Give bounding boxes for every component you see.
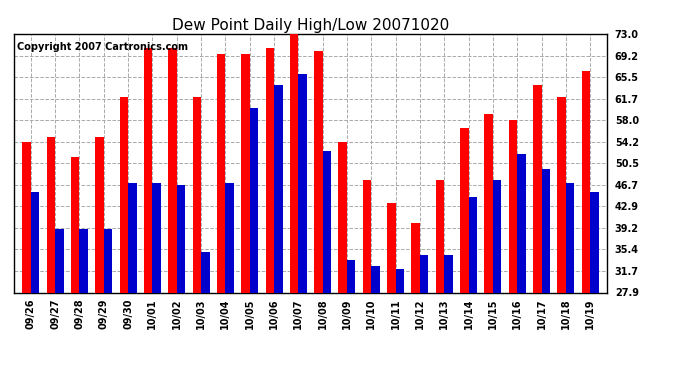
Bar: [128, 183, 137, 292]
Bar: [323, 152, 331, 292]
Bar: [493, 180, 502, 292]
Bar: [460, 128, 469, 292]
Bar: [484, 114, 493, 292]
Bar: [518, 154, 526, 292]
Bar: [119, 97, 128, 292]
Bar: [542, 169, 550, 292]
Bar: [363, 180, 371, 292]
Bar: [566, 183, 574, 292]
Bar: [420, 255, 428, 292]
Bar: [558, 97, 566, 292]
Bar: [201, 252, 210, 292]
Bar: [371, 266, 380, 292]
Bar: [582, 71, 590, 292]
Bar: [95, 137, 104, 292]
Bar: [347, 260, 355, 292]
Bar: [590, 192, 599, 292]
Bar: [193, 97, 201, 292]
Bar: [47, 137, 55, 292]
Bar: [177, 184, 185, 292]
Bar: [290, 34, 298, 292]
Bar: [31, 192, 39, 292]
Bar: [266, 48, 274, 292]
Bar: [387, 203, 395, 292]
Bar: [79, 229, 88, 292]
Bar: [444, 255, 453, 292]
Bar: [469, 197, 477, 292]
Bar: [533, 86, 542, 292]
Bar: [250, 108, 258, 292]
Bar: [217, 54, 226, 292]
Bar: [436, 180, 444, 292]
Bar: [71, 157, 79, 292]
Bar: [152, 183, 161, 292]
Bar: [339, 142, 347, 292]
Bar: [314, 51, 323, 292]
Bar: [509, 120, 518, 292]
Title: Dew Point Daily High/Low 20071020: Dew Point Daily High/Low 20071020: [172, 18, 449, 33]
Bar: [22, 142, 31, 292]
Bar: [274, 86, 282, 292]
Bar: [241, 54, 250, 292]
Bar: [411, 223, 420, 292]
Text: Copyright 2007 Cartronics.com: Copyright 2007 Cartronics.com: [17, 42, 188, 51]
Bar: [144, 48, 152, 292]
Bar: [168, 48, 177, 292]
Bar: [298, 74, 307, 292]
Bar: [55, 229, 63, 292]
Bar: [226, 183, 234, 292]
Bar: [104, 229, 112, 292]
Bar: [395, 269, 404, 292]
